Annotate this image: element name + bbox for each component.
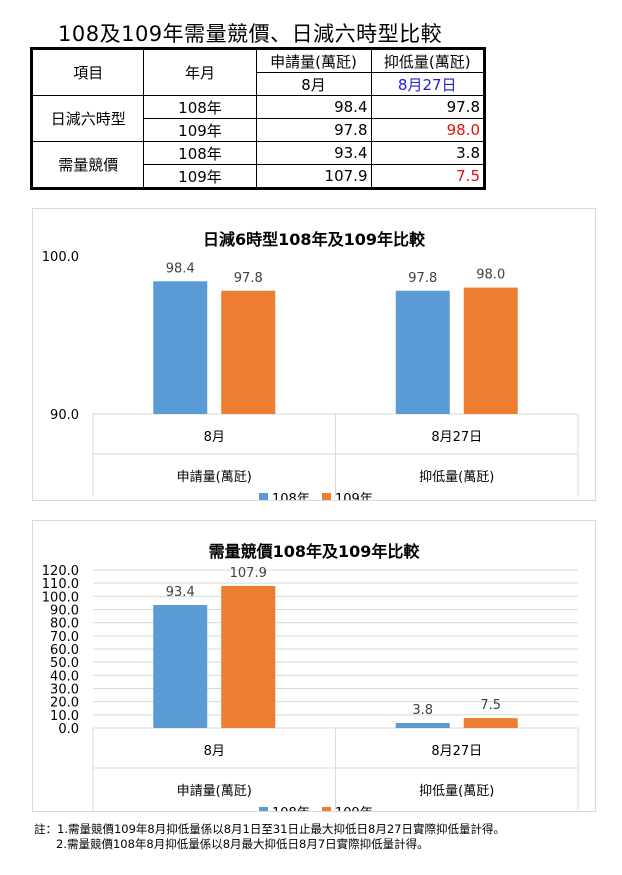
footnote-2: 2.需量競價108年8月抑低量係以8月最大抑低日8月7日實際抑低量計得。 [56, 837, 429, 851]
row-apply: 97.8 [255, 118, 372, 142]
y-tick-label: 10.0 [50, 709, 79, 724]
legend-swatch [259, 493, 268, 500]
legend-label: 108年 [272, 492, 310, 500]
footnotes: 註：1.需量競價109年8月抑低量係以8月1日至31日止最大抑低日8月27日實際… [34, 822, 505, 852]
bar [463, 287, 518, 414]
y-tick-label: 0.0 [58, 722, 79, 737]
bar [221, 290, 276, 414]
y-tick-label: 60.0 [50, 643, 79, 658]
row-suppress: 3.8 [370, 141, 485, 165]
x-tick-label: 8月27日 [431, 744, 482, 759]
bar [153, 281, 208, 414]
legend-label: 109年 [335, 492, 373, 500]
y-tick-label: 120.0 [42, 564, 79, 579]
row-apply: 98.4 [255, 95, 372, 119]
x-group-label: 申請量(萬瓩) [177, 470, 252, 485]
data-label: 97.8 [408, 271, 437, 286]
x-tick-label: 8月 [204, 744, 225, 759]
chart-title: 需量競價108年及109年比較 [209, 542, 421, 561]
y-tick-label: 80.0 [50, 617, 79, 632]
y-tick-label: 100.0 [42, 250, 79, 265]
header-item: 項目 [30, 48, 145, 96]
x-tick-label: 8月27日 [431, 430, 482, 445]
legend-swatch [322, 807, 331, 811]
header-apply-sub: 8月 [255, 72, 372, 96]
x-group-label: 申請量(萬瓩) [177, 784, 252, 799]
data-label: 93.4 [166, 585, 195, 600]
x-tick-label: 8月 [204, 430, 225, 445]
chart-panel-time-of-use: 日減6時型108年及109年比較 100.0 90.0 8月申請量(萬瓩) 98.4 97… [32, 208, 596, 501]
comparison-table: 項目 年月 申請量(萬瓩) 抑低量(萬瓩) 8月 8月27日 日減六時型 108… [30, 47, 486, 190]
y-tick-label: 100.0 [42, 590, 79, 605]
y-tick-label: 20.0 [50, 696, 79, 711]
row-year: 109年 [143, 164, 257, 189]
x-group-label: 抑低量(萬瓩) [419, 784, 494, 799]
row-suppress: 7.5 [370, 164, 485, 189]
bar [463, 718, 518, 728]
data-label: 107.9 [230, 566, 267, 581]
y-tick-label: 110.0 [42, 577, 79, 592]
data-label: 7.5 [480, 698, 501, 713]
row-year: 109年 [143, 118, 257, 142]
footnote-1: 註：1.需量競價109年8月抑低量係以8月1日至31日止最大抑低日8月27日實際… [34, 822, 505, 836]
x-group-label: 抑低量(萬瓩) [419, 470, 494, 485]
page-title: 108及109年需量競價、日減六時型比較 [58, 22, 443, 46]
row-suppress: 97.8 [370, 95, 485, 119]
header-suppress-sub: 8月27日 [370, 72, 485, 96]
chart-panel-demand-bidding: 需量競價108年及109年比較 120.0 110.0 100.0 90.0 80.0 70… [32, 520, 596, 812]
y-tick-label: 90.0 [50, 408, 79, 423]
chart-demand-bidding: 需量競價108年及109年比較 120.0110.0100.090.080.070… [42, 542, 579, 811]
y-tick-label: 90.0 [50, 604, 79, 619]
row-apply: 93.4 [255, 141, 372, 165]
bar [395, 290, 450, 414]
y-tick-label: 70.0 [50, 630, 79, 645]
row-apply: 107.9 [255, 164, 372, 189]
data-label: 98.4 [166, 261, 195, 276]
row-year: 108年 [143, 95, 257, 119]
bar [395, 722, 450, 728]
y-tick-label: 40.0 [50, 669, 79, 684]
chart-title: 日減6時型108年及109年比較 [203, 230, 426, 249]
header-apply: 申請量(萬瓩) [255, 48, 372, 73]
bar [153, 605, 208, 728]
data-label: 3.8 [412, 703, 433, 718]
bar [221, 585, 276, 728]
legend-swatch [322, 493, 331, 500]
y-tick-label: 50.0 [50, 656, 79, 671]
legend-label: 109年 [335, 806, 373, 811]
legend-swatch [259, 807, 268, 811]
group-name: 需量競價 [30, 141, 145, 189]
y-tick-label: 30.0 [50, 683, 79, 698]
row-suppress: 98.0 [370, 118, 485, 142]
header-year: 年月 [143, 48, 257, 96]
group-name: 日減六時型 [30, 95, 145, 142]
row-year: 108年 [143, 141, 257, 165]
data-label: 98.0 [476, 268, 505, 283]
legend-label: 108年 [272, 806, 310, 811]
data-label: 97.8 [234, 271, 263, 286]
header-suppress: 抑低量(萬瓩) [370, 48, 485, 73]
